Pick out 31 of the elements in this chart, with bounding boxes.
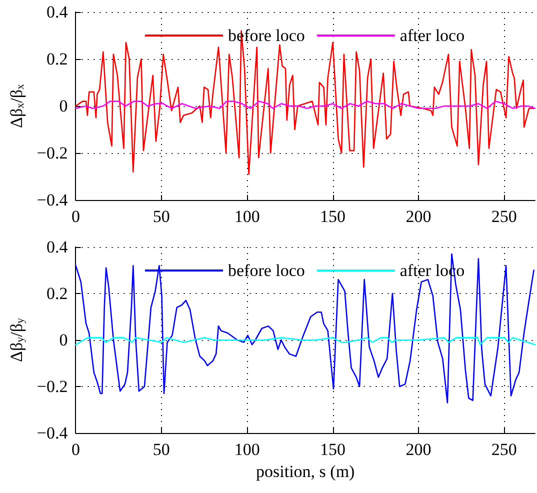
x-tick-label: 200 [406, 207, 432, 226]
line-series [75, 100, 536, 109]
y-tick-label: −0.4 [36, 424, 68, 442]
line-series [75, 337, 536, 346]
y-tick-label: 0.2 [46, 284, 68, 303]
x-tick-label: 0 [71, 440, 80, 459]
line-series [75, 30, 534, 175]
y-tick-label: 0.2 [46, 50, 68, 68]
y-axis-title: Δβx/βx [7, 84, 26, 128]
x-tick-label: 150 [320, 440, 346, 459]
y-tick-label: 0 [59, 330, 68, 350]
x-tick-label: 50 [152, 207, 170, 226]
x-tick-label: 100 [234, 440, 260, 459]
x-tick-label: 50 [152, 440, 170, 459]
line-series [75, 253, 534, 404]
y-tick-label: 0.4 [46, 238, 68, 256]
x-tick-label: 250 [491, 207, 517, 226]
x-tick-label: 250 [491, 440, 517, 459]
y-axis-title: Δβy/βy [7, 318, 26, 362]
y-tick-label: 0 [59, 96, 68, 116]
x-axis-title: position, s (m) [256, 462, 355, 481]
legend-label: after loco [400, 26, 465, 45]
legend-label: before loco [228, 261, 305, 280]
y-tick-label: −0.2 [36, 377, 68, 396]
y-tick-label: −0.2 [36, 144, 68, 162]
y-tick-label: −0.4 [36, 190, 68, 210]
x-tick-label: 100 [234, 207, 260, 226]
x-tick-label: 200 [406, 440, 432, 459]
x-tick-label: 150 [320, 207, 346, 226]
x-tick-label: 0 [71, 207, 80, 226]
y-tick-label: 0.4 [46, 2, 68, 22]
